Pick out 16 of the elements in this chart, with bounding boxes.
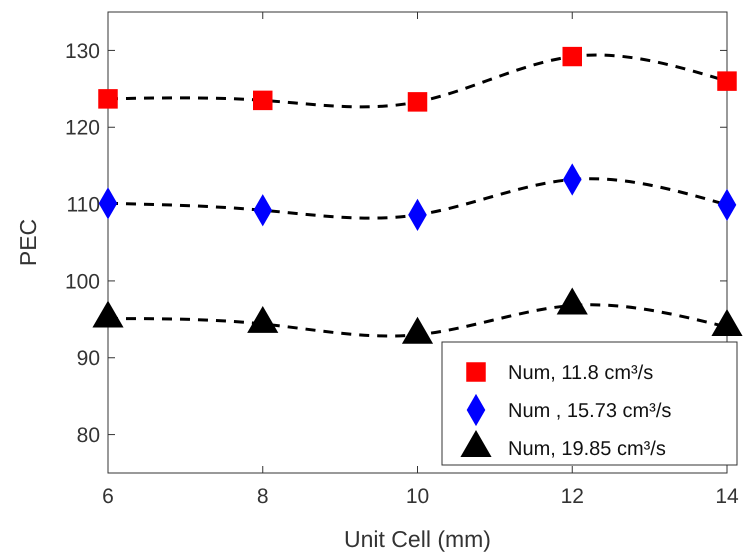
x-axis-title: Unit Cell (mm) xyxy=(344,526,491,552)
legend-label: Num, 19.85 cm³/s xyxy=(508,438,666,460)
legend-label: Num, 11.8 cm³/s xyxy=(508,362,654,384)
y-tick-label: 130 xyxy=(64,40,100,63)
x-tick-label: 8 xyxy=(256,485,269,508)
x-tick-label: 14 xyxy=(715,485,739,508)
y-tick-label: 80 xyxy=(76,424,100,447)
y-tick-label: 120 xyxy=(64,116,100,140)
legend-label: Num , 15.73 cm³/s xyxy=(508,400,672,422)
y-tick-label: 90 xyxy=(76,347,100,370)
y-tick-label: 110 xyxy=(66,193,100,216)
y-axis-title: PEC xyxy=(15,218,41,266)
x-tick-label: 12 xyxy=(560,485,584,508)
x-tick-label: 6 xyxy=(102,485,114,508)
x-tick-label: 10 xyxy=(406,485,430,508)
y-tick-label: 100 xyxy=(64,270,100,294)
